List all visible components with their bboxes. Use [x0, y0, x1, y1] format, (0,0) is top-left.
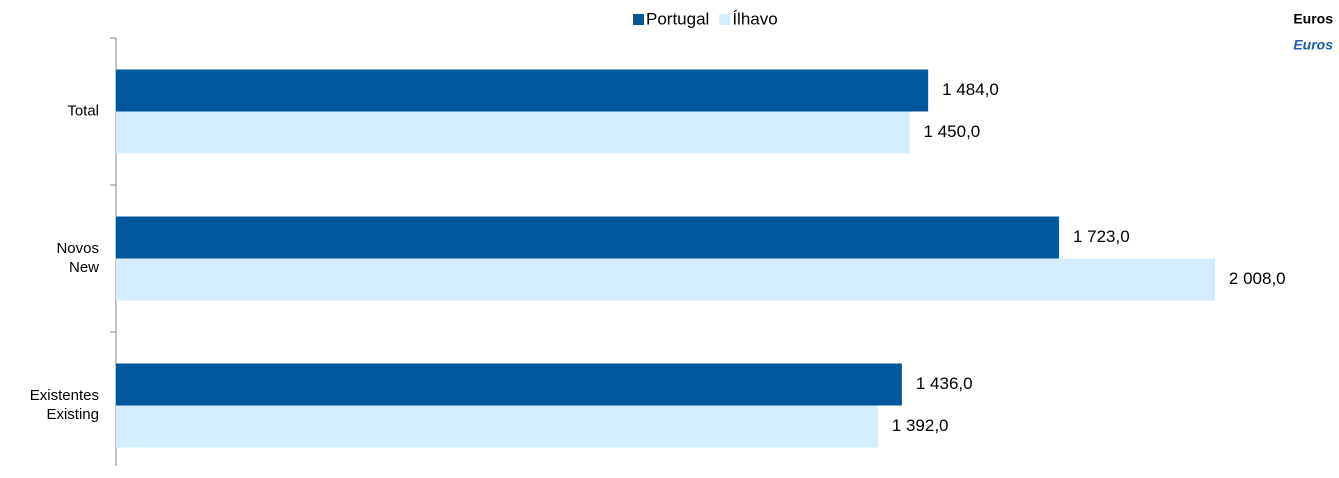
- y-tick-label-line: Existing: [46, 406, 99, 423]
- value-label: 1 436,0: [916, 374, 973, 393]
- value-label: 1 392,0: [892, 416, 949, 435]
- y-tick-label-line: Total: [67, 102, 99, 119]
- legend-label: Portugal: [646, 9, 709, 28]
- legend-label: Ílhavo: [732, 9, 777, 28]
- value-label: 2 008,0: [1229, 269, 1286, 288]
- value-label: 1 450,0: [924, 122, 981, 141]
- y-tick-label-line: Existentes: [30, 387, 99, 404]
- legend-swatch: [719, 14, 731, 25]
- value-label: 1 484,0: [942, 80, 999, 99]
- bar: [116, 111, 910, 154]
- y-tick-label: Total: [67, 102, 99, 119]
- bar: [116, 405, 878, 448]
- bar: [116, 258, 1215, 301]
- value-label: 1 723,0: [1073, 227, 1130, 246]
- bar: [116, 216, 1059, 259]
- y-tick-label: Novos New: [56, 240, 99, 276]
- y-tick-label: Existentes Existing: [30, 387, 99, 423]
- unit-label: Euros: [1293, 11, 1333, 27]
- bar: [116, 69, 929, 112]
- y-tick-label-line: Novos: [56, 240, 99, 257]
- y-tick-label-line: New: [69, 259, 99, 276]
- bar: [116, 363, 902, 406]
- unit-label-en: Euros: [1293, 37, 1333, 53]
- legend-swatch: [633, 14, 644, 25]
